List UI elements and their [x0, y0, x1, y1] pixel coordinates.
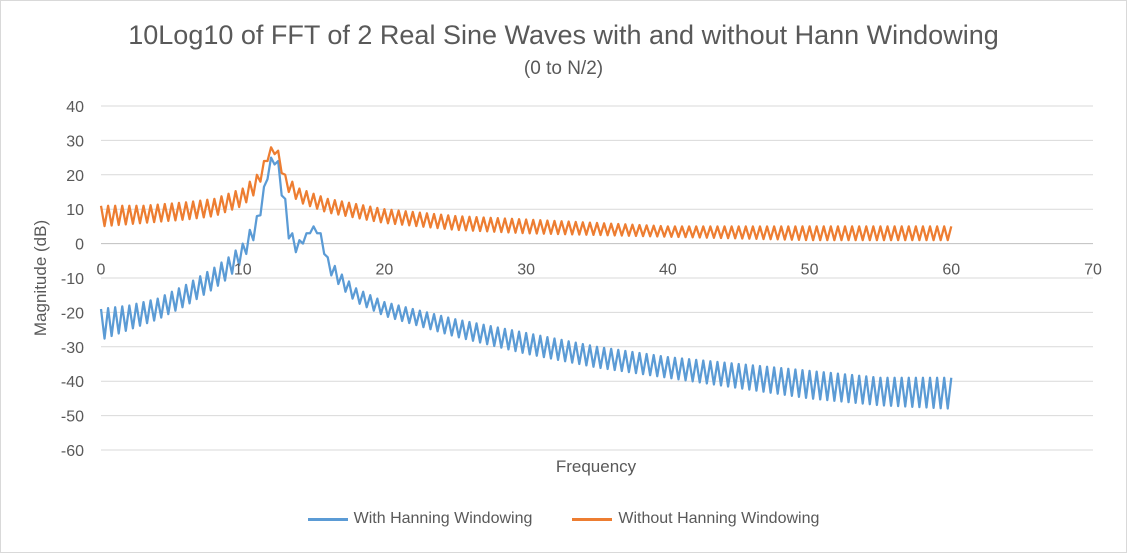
y-tick-label: -60 — [61, 443, 84, 460]
x-tick-label: 30 — [517, 262, 535, 279]
x-tick-label: 70 — [1084, 262, 1102, 279]
y-tick-label: -30 — [61, 340, 84, 357]
legend-label-with-hanning: With Hanning Windowing — [353, 510, 533, 527]
y-tick-label: 20 — [66, 168, 84, 185]
y-tick-label: 30 — [66, 133, 84, 150]
y-tick-label: -40 — [61, 374, 84, 391]
tick-labels: 40 30 20 10 0 -10 -20 -30 -40 -50 -60 0 10 20 30 40 50 60… — [61, 99, 1102, 460]
x-tick-label: 0 — [97, 262, 106, 279]
series-without-hanning-line — [99, 146, 953, 242]
y-tick-label: -10 — [61, 271, 84, 288]
x-tick-label: 40 — [659, 262, 677, 279]
x-tick-label: 10 — [234, 262, 252, 279]
x-tick-label: 20 — [376, 262, 394, 279]
legend: With Hanning Windowing Without Hanning W… — [0, 510, 1127, 528]
y-tick-label: 0 — [75, 237, 84, 254]
x-axis-label: Frequency — [556, 457, 637, 476]
legend-item-without-hanning: Without Hanning Windowing — [572, 510, 819, 528]
y-axis-label: Magnitude (dB) — [31, 220, 50, 336]
x-tick-label: 60 — [942, 262, 960, 279]
legend-item-with-hanning: With Hanning Windowing — [307, 510, 533, 528]
legend-swatch-without-hanning — [572, 517, 613, 521]
y-tick-label: 10 — [66, 202, 84, 219]
y-tick-label: 40 — [66, 99, 84, 116]
y-tick-label: -50 — [61, 409, 84, 426]
chart-title: 10Log10 of FFT of 2 Real Sine Waves with… — [128, 20, 999, 50]
legend-swatch-with-hanning — [307, 517, 348, 521]
chart-subtitle: (0 to N/2) — [523, 58, 604, 79]
series-with-hanning-line — [99, 156, 953, 410]
legend-label-without-hanning: Without Hanning Windowing — [618, 510, 820, 527]
x-tick-label: 50 — [801, 262, 819, 279]
y-tick-label: -20 — [61, 305, 84, 322]
series-layer — [99, 146, 953, 410]
